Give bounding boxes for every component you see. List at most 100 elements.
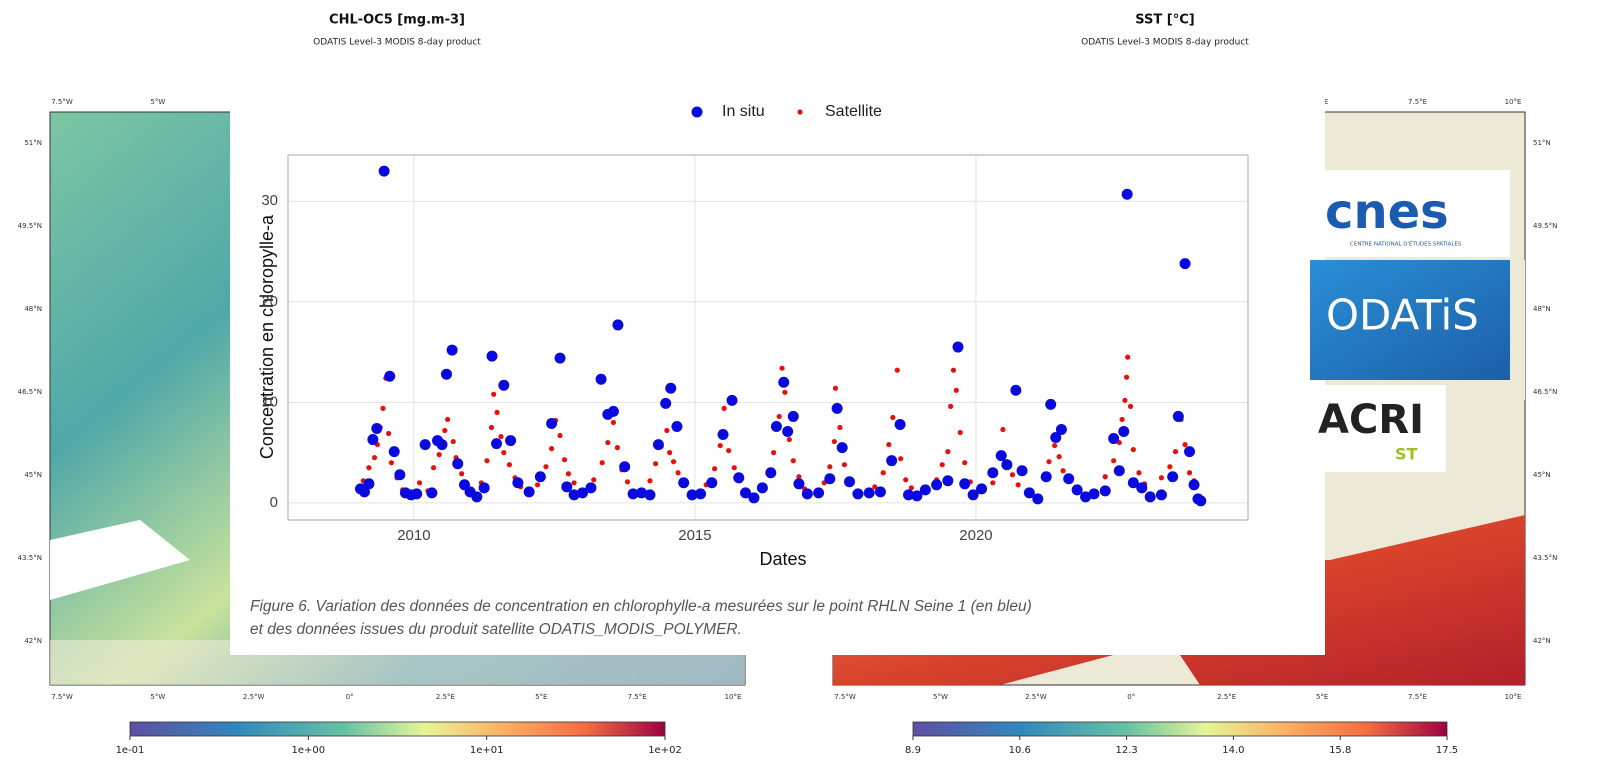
- logo-text: ACRI: [1318, 397, 1424, 443]
- lon-label: 7.5°W: [51, 693, 73, 701]
- point: [549, 446, 555, 452]
- point: [953, 387, 959, 393]
- point: [1015, 482, 1021, 488]
- point: [726, 448, 732, 454]
- point: [1032, 493, 1044, 505]
- point: [1010, 384, 1022, 396]
- point: [717, 442, 723, 449]
- colorbar-label: 1e-01: [116, 745, 145, 756]
- point: [1172, 410, 1184, 422]
- point: [1040, 471, 1052, 483]
- point: [1023, 487, 1035, 499]
- point: [1123, 374, 1130, 380]
- point: [459, 471, 465, 477]
- lon-label: 5°E: [535, 693, 547, 701]
- point: [796, 474, 802, 480]
- lat-label: 51°N: [24, 139, 42, 147]
- point: [942, 475, 954, 487]
- point: [501, 450, 507, 456]
- point: [843, 476, 855, 488]
- point: [1144, 491, 1156, 503]
- point: [436, 452, 442, 458]
- point: [770, 420, 782, 432]
- x-tick-label: 2015: [678, 527, 711, 544]
- point: [605, 439, 611, 446]
- point: [491, 438, 503, 450]
- lon-label: 2.5°E: [1217, 693, 1236, 701]
- point: [599, 460, 605, 466]
- point: [765, 467, 777, 479]
- point: [813, 487, 825, 499]
- point: [776, 413, 782, 420]
- point: [1052, 442, 1058, 449]
- point: [1195, 495, 1207, 507]
- point: [976, 483, 988, 495]
- point: [561, 457, 568, 463]
- point: [380, 405, 386, 411]
- x-axis-title: Dates: [759, 549, 806, 569]
- point: [491, 391, 497, 397]
- point: [948, 403, 954, 409]
- point: [1118, 426, 1130, 438]
- colorbar-label: 12.3: [1115, 745, 1137, 756]
- point: [706, 477, 718, 489]
- point: [1182, 441, 1188, 448]
- point: [534, 482, 541, 488]
- plot-area: [288, 155, 1248, 520]
- lon-label: 5°W: [150, 98, 165, 106]
- x-tick-label: 2010: [397, 527, 430, 544]
- point: [756, 482, 768, 494]
- point: [827, 464, 833, 470]
- lon-label: 2.5°E: [436, 693, 455, 701]
- point: [670, 459, 677, 465]
- point: [1127, 403, 1134, 409]
- point: [726, 394, 738, 406]
- point: [1125, 354, 1131, 360]
- point: [371, 455, 378, 461]
- point: [1016, 465, 1028, 477]
- point: [824, 473, 836, 485]
- point: [695, 488, 707, 500]
- legend-label: Satellite: [825, 103, 882, 120]
- lat-label: 48°N: [1533, 305, 1551, 313]
- point: [1050, 432, 1062, 444]
- point: [388, 460, 395, 466]
- point: [1071, 484, 1083, 496]
- point: [488, 424, 495, 431]
- lon-label: 10°E: [1505, 98, 1522, 106]
- point: [939, 462, 945, 468]
- point: [733, 472, 745, 484]
- colorbar-label: 1e+00: [292, 745, 326, 756]
- point: [832, 385, 839, 391]
- cnes-logo: [1310, 170, 1510, 257]
- point: [506, 462, 513, 468]
- point: [478, 482, 490, 494]
- colorbar-label: 1e+02: [648, 745, 682, 756]
- point: [1167, 471, 1179, 483]
- point: [872, 484, 878, 490]
- point: [952, 341, 964, 353]
- colorbar-label: 15.8: [1329, 745, 1351, 756]
- point: [931, 479, 943, 491]
- point: [898, 456, 904, 462]
- point: [1179, 258, 1191, 270]
- point: [1099, 485, 1111, 497]
- point: [636, 487, 648, 499]
- colorbar: [129, 721, 666, 737]
- point: [919, 484, 931, 496]
- lat-label: 46.5°N: [1533, 388, 1557, 396]
- point: [644, 489, 656, 501]
- point: [731, 465, 737, 471]
- lon-label: 5°W: [150, 693, 165, 701]
- point: [675, 470, 681, 476]
- point: [1186, 470, 1193, 476]
- legend-label: In situ: [722, 103, 765, 120]
- odatis-logo: [1310, 260, 1510, 380]
- point: [378, 165, 390, 177]
- point: [890, 414, 896, 421]
- y-tick-label: 20: [261, 293, 278, 310]
- lon-label: 2.5°W: [243, 693, 265, 701]
- point: [426, 487, 438, 499]
- point: [498, 433, 504, 440]
- point: [880, 470, 886, 476]
